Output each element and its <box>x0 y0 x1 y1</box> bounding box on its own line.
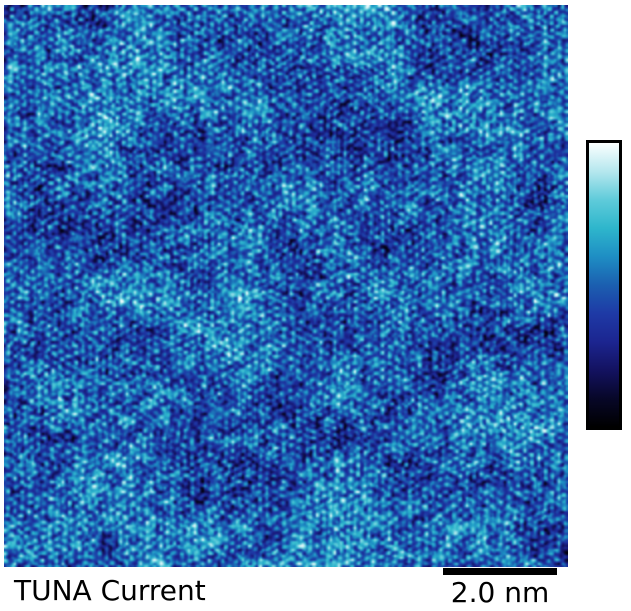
scale-bar <box>443 568 557 575</box>
tuna-current-scan-image <box>4 5 568 567</box>
figure-title: TUNA Current <box>14 574 206 607</box>
scale-bar-label: 2.0 nm <box>450 576 550 609</box>
colorbar <box>586 140 622 430</box>
